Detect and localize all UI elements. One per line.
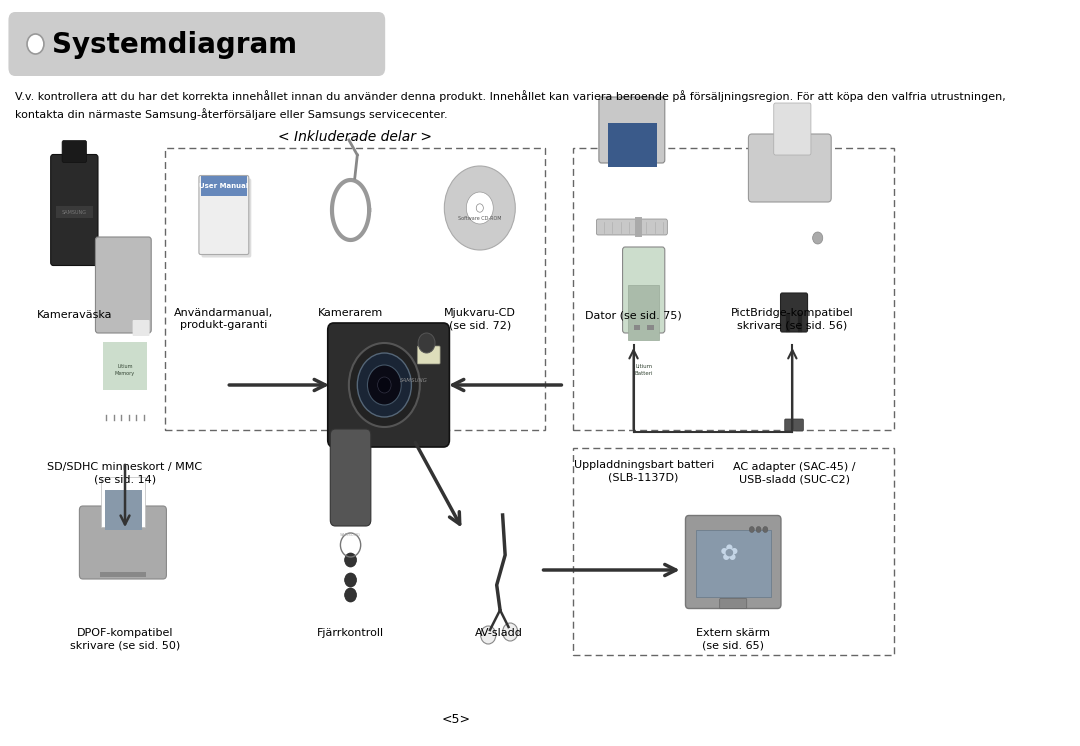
FancyBboxPatch shape	[330, 429, 370, 526]
FancyBboxPatch shape	[202, 178, 252, 257]
Text: Systemdiagram: Systemdiagram	[52, 31, 297, 59]
Text: (se sid. 72): (se sid. 72)	[448, 320, 511, 330]
Circle shape	[467, 192, 494, 224]
Text: Dator (se sid. 75): Dator (se sid. 75)	[585, 310, 681, 320]
Text: (se sid. 65): (se sid. 65)	[702, 640, 765, 650]
Circle shape	[378, 377, 391, 393]
Text: V.v. kontrollera att du har det korrekta innehållet innan du använder denna prod: V.v. kontrollera att du har det korrekta…	[15, 90, 1005, 102]
FancyBboxPatch shape	[781, 293, 808, 332]
Text: skrivare (se sid. 50): skrivare (se sid. 50)	[70, 640, 180, 650]
Text: Användarmanual,: Användarmanual,	[174, 308, 273, 318]
Text: kontakta din närmaste Samsung-återförsäljare eller Samsungs servicecenter.: kontakta din närmaste Samsung-återförsäl…	[15, 108, 448, 120]
FancyBboxPatch shape	[785, 419, 804, 431]
FancyBboxPatch shape	[56, 206, 93, 218]
FancyBboxPatch shape	[596, 219, 667, 235]
Text: Kamerarem: Kamerarem	[318, 308, 383, 318]
FancyBboxPatch shape	[9, 12, 386, 76]
Circle shape	[481, 626, 496, 644]
Circle shape	[444, 166, 515, 250]
Bar	[165, 148, 544, 430]
Text: SAMSUNG: SAMSUNG	[340, 533, 361, 537]
FancyBboxPatch shape	[199, 175, 248, 254]
Circle shape	[345, 553, 356, 567]
FancyBboxPatch shape	[417, 346, 441, 364]
Text: Mjukvaru-CD: Mjukvaru-CD	[444, 308, 516, 318]
Text: AC adapter (SAC-45) /: AC adapter (SAC-45) /	[733, 462, 855, 472]
Text: ✿: ✿	[719, 544, 739, 564]
Text: Software CD-ROM: Software CD-ROM	[458, 216, 501, 221]
FancyBboxPatch shape	[686, 515, 781, 609]
Text: (se sid. 14): (se sid. 14)	[94, 474, 157, 484]
Text: SAMSUNG: SAMSUNG	[62, 210, 86, 215]
FancyBboxPatch shape	[95, 237, 151, 333]
Text: Kameraväska: Kameraväska	[37, 310, 112, 320]
Text: Litium
Batteri: Litium Batteri	[634, 364, 653, 376]
FancyBboxPatch shape	[80, 506, 166, 579]
Text: <5>: <5>	[442, 713, 471, 726]
Circle shape	[349, 343, 420, 427]
Circle shape	[418, 333, 435, 353]
FancyBboxPatch shape	[51, 154, 98, 266]
Bar	[572, 148, 894, 430]
Text: AV-sladd: AV-sladd	[474, 628, 523, 638]
FancyBboxPatch shape	[327, 323, 449, 447]
Circle shape	[812, 232, 823, 244]
FancyBboxPatch shape	[748, 134, 832, 202]
FancyBboxPatch shape	[696, 530, 771, 597]
Text: SAMSUNG: SAMSUNG	[400, 377, 428, 383]
Text: SD/SDHC minneskort / MMC: SD/SDHC minneskort / MMC	[48, 462, 203, 472]
FancyBboxPatch shape	[133, 320, 149, 336]
FancyBboxPatch shape	[773, 103, 811, 155]
Text: skrivare (se sid. 56): skrivare (se sid. 56)	[738, 320, 848, 330]
Text: DPOF-kompatibel: DPOF-kompatibel	[77, 628, 173, 638]
Circle shape	[750, 527, 754, 533]
Bar	[572, 448, 894, 655]
Text: Fjärrkontroll: Fjärrkontroll	[318, 628, 384, 638]
FancyBboxPatch shape	[201, 175, 247, 195]
Text: User Manual: User Manual	[199, 183, 248, 189]
Text: Litium
Memory: Litium Memory	[114, 364, 135, 375]
Circle shape	[367, 365, 402, 405]
Text: (SLB-1137D): (SLB-1137D)	[608, 472, 679, 482]
FancyBboxPatch shape	[629, 285, 659, 340]
Text: < Inkluderade delar >: < Inkluderade delar >	[278, 130, 432, 144]
FancyBboxPatch shape	[634, 325, 640, 330]
FancyBboxPatch shape	[622, 247, 665, 333]
Circle shape	[762, 527, 768, 533]
FancyBboxPatch shape	[103, 342, 147, 390]
FancyBboxPatch shape	[62, 140, 86, 163]
FancyBboxPatch shape	[102, 477, 146, 527]
Circle shape	[345, 573, 356, 587]
Text: Uppladdningsbart batteri: Uppladdningsbart batteri	[573, 460, 714, 470]
FancyBboxPatch shape	[105, 490, 141, 530]
Circle shape	[476, 204, 484, 212]
FancyBboxPatch shape	[599, 97, 665, 163]
Circle shape	[27, 34, 44, 54]
Circle shape	[502, 623, 517, 641]
Text: produkt-garanti: produkt-garanti	[180, 320, 268, 330]
FancyBboxPatch shape	[647, 325, 653, 330]
FancyBboxPatch shape	[719, 598, 746, 609]
Circle shape	[756, 527, 761, 533]
Text: Extern skärm: Extern skärm	[697, 628, 770, 638]
FancyBboxPatch shape	[608, 123, 658, 167]
Circle shape	[357, 353, 411, 417]
FancyBboxPatch shape	[99, 572, 146, 577]
Text: USB-sladd (SUC-C2): USB-sladd (SUC-C2)	[739, 474, 850, 484]
Text: PictBridge-kompatibel: PictBridge-kompatibel	[731, 308, 853, 318]
Circle shape	[345, 588, 356, 602]
